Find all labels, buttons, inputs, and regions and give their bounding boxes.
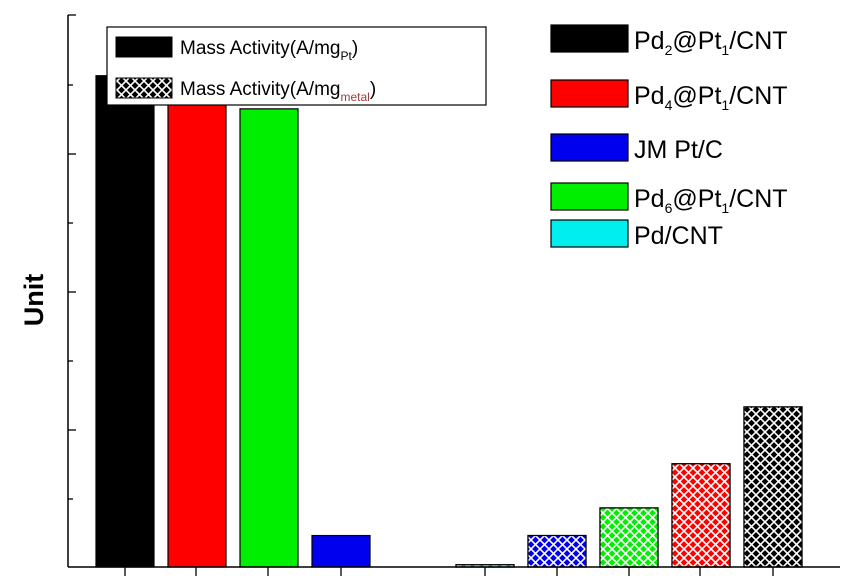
series-legend: Pd2@Pt1/CNT Pd4@Pt1/CNT JM Pt/C Pd6@Pt1/CNT… [550, 24, 788, 250]
bar-pd4-pt1-cnt-metal [671, 463, 731, 568]
bar-pd2-pt1-cnt-pt [95, 75, 155, 568]
bar-fill [239, 108, 299, 568]
bar-jm-pt-c-metal [527, 534, 587, 568]
fill-legend: Mass Activity(A/mgPt) Mass Activity(A/mgm… [106, 26, 487, 106]
series-legend-swatch [550, 133, 629, 162]
bar-fill [95, 75, 155, 568]
fill-legend-label: Mass Activity(A/mgmetal) [180, 79, 376, 104]
bar-fill [311, 534, 371, 568]
bar-hatch [743, 406, 803, 568]
series-legend-swatch [550, 24, 629, 53]
series-legend-jm-pt-c: JM Pt/C [550, 133, 723, 164]
y-axis-label: Unit [19, 274, 49, 326]
series-legend-swatch [550, 182, 629, 211]
series-legend-pd2-pt1-cnt: Pd2@Pt1/CNT [550, 24, 788, 58]
bar-pd4-pt1-cnt-pt [167, 86, 227, 568]
fill-legend-swatch-hatch [115, 77, 173, 99]
bars-layer [95, 75, 803, 568]
bar-jm-pt-c-pt [311, 534, 371, 568]
series-legend-pd-cnt: Pd/CNT [550, 219, 723, 250]
fill-legend-label: Mass Activity(A/mgPt) [180, 38, 358, 63]
series-legend-pd6-pt1-cnt: Pd6@Pt1/CNT [550, 182, 788, 216]
bar-pd6-pt1-cnt-metal [599, 507, 659, 568]
series-legend-pd4-pt1-cnt: Pd4@Pt1/CNT [550, 79, 788, 113]
axes-layer: Unit [19, 14, 840, 576]
bar-hatch [527, 534, 587, 568]
series-legend-label: Pd6@Pt1/CNT [634, 185, 788, 216]
bar-hatch [599, 507, 659, 568]
series-legend-label: Pd/CNT [634, 222, 723, 250]
fill-legend-entry-crosshatch: Mass Activity(A/mgmetal) [115, 77, 376, 104]
bar-fill [167, 86, 227, 568]
series-legend-label: Pd2@Pt1/CNT [634, 27, 788, 58]
bar-hatch [671, 463, 731, 568]
series-legend-label: JM Pt/C [634, 136, 723, 164]
series-legend-label: Pd4@Pt1/CNT [634, 82, 788, 113]
series-legend-swatch [550, 219, 629, 248]
bar-pd6-pt1-cnt-pt [239, 108, 299, 568]
series-legend-swatch [550, 79, 629, 108]
fill-legend-swatch [115, 36, 173, 58]
fill-legend-entry-solid: Mass Activity(A/mgPt) [115, 36, 358, 63]
bar-pd2-pt1-cnt-metal [743, 406, 803, 568]
